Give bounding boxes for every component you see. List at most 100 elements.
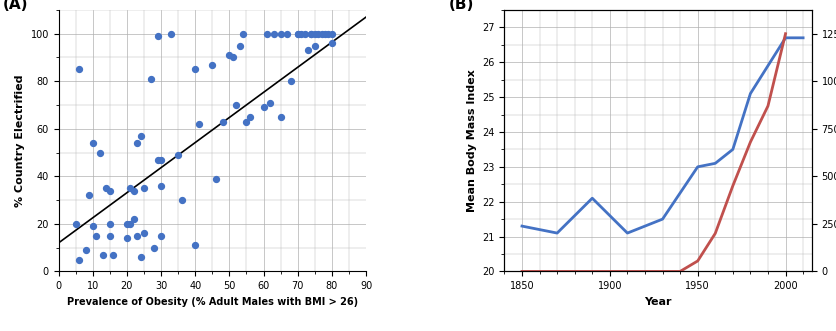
Artificial Light Exposure bbox=[727, 184, 737, 188]
Point bbox=[294, 31, 308, 36]
Artificial Light Exposure bbox=[745, 140, 755, 144]
Point bbox=[86, 224, 99, 229]
Point bbox=[96, 252, 110, 258]
Artificial Light Exposure bbox=[517, 269, 527, 273]
Artificial Light Exposure bbox=[692, 259, 702, 263]
Point bbox=[273, 114, 287, 119]
Point bbox=[134, 255, 147, 260]
Point bbox=[301, 48, 314, 53]
Mean UK Male BMI bbox=[517, 224, 527, 228]
Point bbox=[304, 31, 318, 36]
Point bbox=[318, 31, 331, 36]
Point bbox=[69, 221, 82, 226]
Point bbox=[188, 67, 201, 72]
Artificial Light Exposure bbox=[762, 104, 772, 108]
X-axis label: Prevalence of Obesity (% Adult Males with BMI > 26): Prevalence of Obesity (% Adult Males wit… bbox=[67, 297, 358, 307]
Line: Artificial Light Exposure: Artificial Light Exposure bbox=[522, 34, 785, 271]
Point bbox=[325, 41, 339, 46]
Point bbox=[124, 186, 137, 191]
Point bbox=[314, 31, 328, 36]
Point bbox=[134, 133, 147, 139]
Point bbox=[147, 245, 161, 250]
Point bbox=[298, 31, 311, 36]
Mean UK Male BMI bbox=[552, 231, 562, 235]
Text: (B): (B) bbox=[449, 0, 474, 12]
Mean UK Male BMI bbox=[727, 147, 737, 151]
Y-axis label: % Country Electrified: % Country Electrified bbox=[15, 74, 25, 207]
Point bbox=[308, 31, 321, 36]
Point bbox=[229, 102, 242, 108]
Point bbox=[267, 31, 280, 36]
Point bbox=[273, 31, 287, 36]
Point bbox=[103, 233, 116, 238]
Mean UK Male BMI bbox=[745, 92, 755, 96]
Point bbox=[171, 152, 185, 158]
Mean UK Male BMI bbox=[657, 217, 667, 221]
Point bbox=[206, 62, 219, 67]
Point bbox=[127, 216, 140, 222]
Point bbox=[216, 119, 229, 124]
Point bbox=[130, 233, 144, 238]
Point bbox=[99, 186, 113, 191]
Mean UK Male BMI bbox=[710, 161, 720, 165]
Point bbox=[311, 31, 324, 36]
Point bbox=[137, 186, 150, 191]
Point bbox=[79, 247, 93, 253]
Point bbox=[150, 157, 164, 162]
Point bbox=[72, 257, 85, 262]
Point bbox=[154, 157, 167, 162]
Text: (A): (A) bbox=[3, 0, 28, 12]
Point bbox=[130, 140, 144, 146]
Point bbox=[137, 231, 150, 236]
Point bbox=[222, 52, 236, 58]
Mean UK Male BMI bbox=[622, 231, 632, 235]
Point bbox=[291, 31, 304, 36]
Point bbox=[304, 31, 318, 36]
Point bbox=[284, 78, 298, 84]
Point bbox=[144, 76, 157, 81]
Point bbox=[308, 43, 321, 48]
Point bbox=[243, 114, 257, 119]
Point bbox=[93, 150, 106, 155]
Mean UK Male BMI bbox=[798, 36, 808, 40]
Point bbox=[175, 198, 188, 203]
Mean UK Male BMI bbox=[780, 36, 790, 40]
Point bbox=[236, 31, 249, 36]
Point bbox=[89, 233, 103, 238]
Point bbox=[103, 221, 116, 226]
Point bbox=[83, 193, 96, 198]
Point bbox=[239, 119, 252, 124]
Point bbox=[86, 140, 99, 146]
Point bbox=[120, 221, 134, 226]
Point bbox=[154, 233, 167, 238]
Point bbox=[280, 31, 293, 36]
Point bbox=[154, 183, 167, 188]
Point bbox=[232, 43, 246, 48]
Mean UK Male BMI bbox=[587, 196, 597, 200]
Point bbox=[106, 252, 120, 258]
Point bbox=[263, 100, 277, 105]
Y-axis label: Mean Body Mass Index: Mean Body Mass Index bbox=[466, 69, 476, 212]
Point bbox=[150, 33, 164, 39]
Artificial Light Exposure bbox=[675, 269, 685, 273]
Artificial Light Exposure bbox=[780, 32, 790, 36]
Point bbox=[260, 31, 273, 36]
Artificial Light Exposure bbox=[710, 231, 720, 235]
Point bbox=[226, 55, 239, 60]
Point bbox=[124, 221, 137, 226]
Point bbox=[325, 31, 339, 36]
Point bbox=[103, 188, 116, 193]
X-axis label: Year: Year bbox=[644, 297, 671, 307]
Point bbox=[120, 235, 134, 241]
Point bbox=[72, 67, 85, 72]
Point bbox=[127, 188, 140, 193]
Point bbox=[257, 105, 270, 110]
Point bbox=[188, 243, 201, 248]
Line: Mean UK Male BMI: Mean UK Male BMI bbox=[522, 38, 803, 233]
Point bbox=[321, 31, 334, 36]
Point bbox=[291, 31, 304, 36]
Point bbox=[165, 31, 178, 36]
Artificial Light Exposure bbox=[657, 269, 667, 273]
Point bbox=[191, 121, 205, 127]
Mean UK Male BMI bbox=[692, 165, 702, 169]
